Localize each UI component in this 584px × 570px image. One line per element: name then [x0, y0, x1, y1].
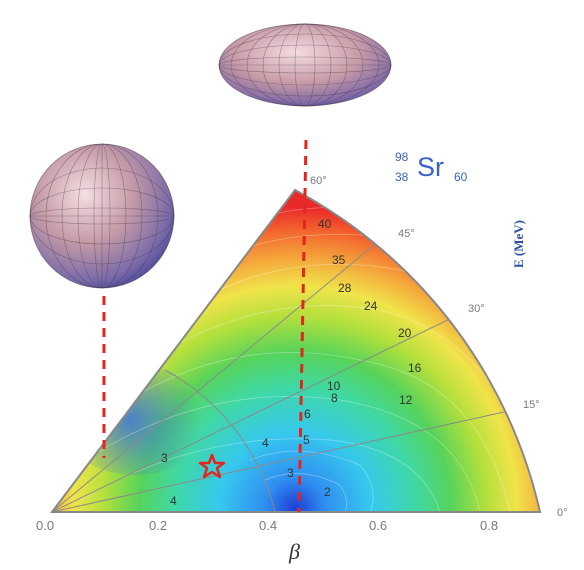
contour-label: 6 — [304, 407, 311, 421]
gamma-tick-0: 0° — [557, 507, 568, 519]
contour-label: 4 — [262, 436, 269, 450]
wedge-border — [49, 188, 542, 513]
x-tick-3: 0.6 — [369, 518, 387, 533]
x-tick-1: 0.2 — [149, 518, 167, 533]
x-tick-0: 0.0 — [36, 518, 54, 533]
contour-label: 12 — [399, 393, 413, 407]
contour-label: 2 — [324, 485, 331, 499]
gamma-tick-60: 60° — [310, 175, 327, 187]
contour-label: 35 — [332, 253, 346, 267]
star-marker — [198, 453, 226, 479]
contour-label: 16 — [408, 361, 422, 375]
gamma-tick-30: 30° — [468, 303, 485, 315]
prolate-shape-icon — [218, 23, 392, 107]
contour-label: 10 — [327, 379, 341, 393]
x-tick-2: 0.4 — [259, 518, 277, 533]
atomic-number: 38 — [395, 170, 409, 184]
gamma-tick-45: 45° — [398, 228, 415, 240]
gamma-tick-15: 15° — [523, 399, 540, 411]
energy-axis-label: E (MeV) — [511, 219, 526, 268]
contour-label: 3 — [161, 451, 168, 465]
contour-label: 24 — [364, 299, 378, 313]
contour-label: 20 — [398, 326, 412, 340]
contour-label: 4 — [170, 494, 177, 508]
contour-label: 8 — [331, 391, 338, 405]
contour-label: 28 — [338, 281, 352, 295]
dashed-line-prolate — [297, 139, 308, 513]
nucleus-label: 98 38 Sr 60 — [395, 148, 485, 190]
x-tick-4: 0.8 — [480, 518, 498, 533]
sphere-shape-icon — [29, 143, 175, 289]
contour-label: 5 — [303, 433, 310, 447]
element-symbol: Sr — [417, 152, 444, 182]
mass-number: 98 — [395, 150, 409, 164]
beta-axis-label: β — [289, 539, 300, 564]
neutron-number: 60 — [454, 170, 468, 184]
contour-label: 40 — [318, 217, 332, 231]
contour-label: 3 — [287, 466, 294, 480]
